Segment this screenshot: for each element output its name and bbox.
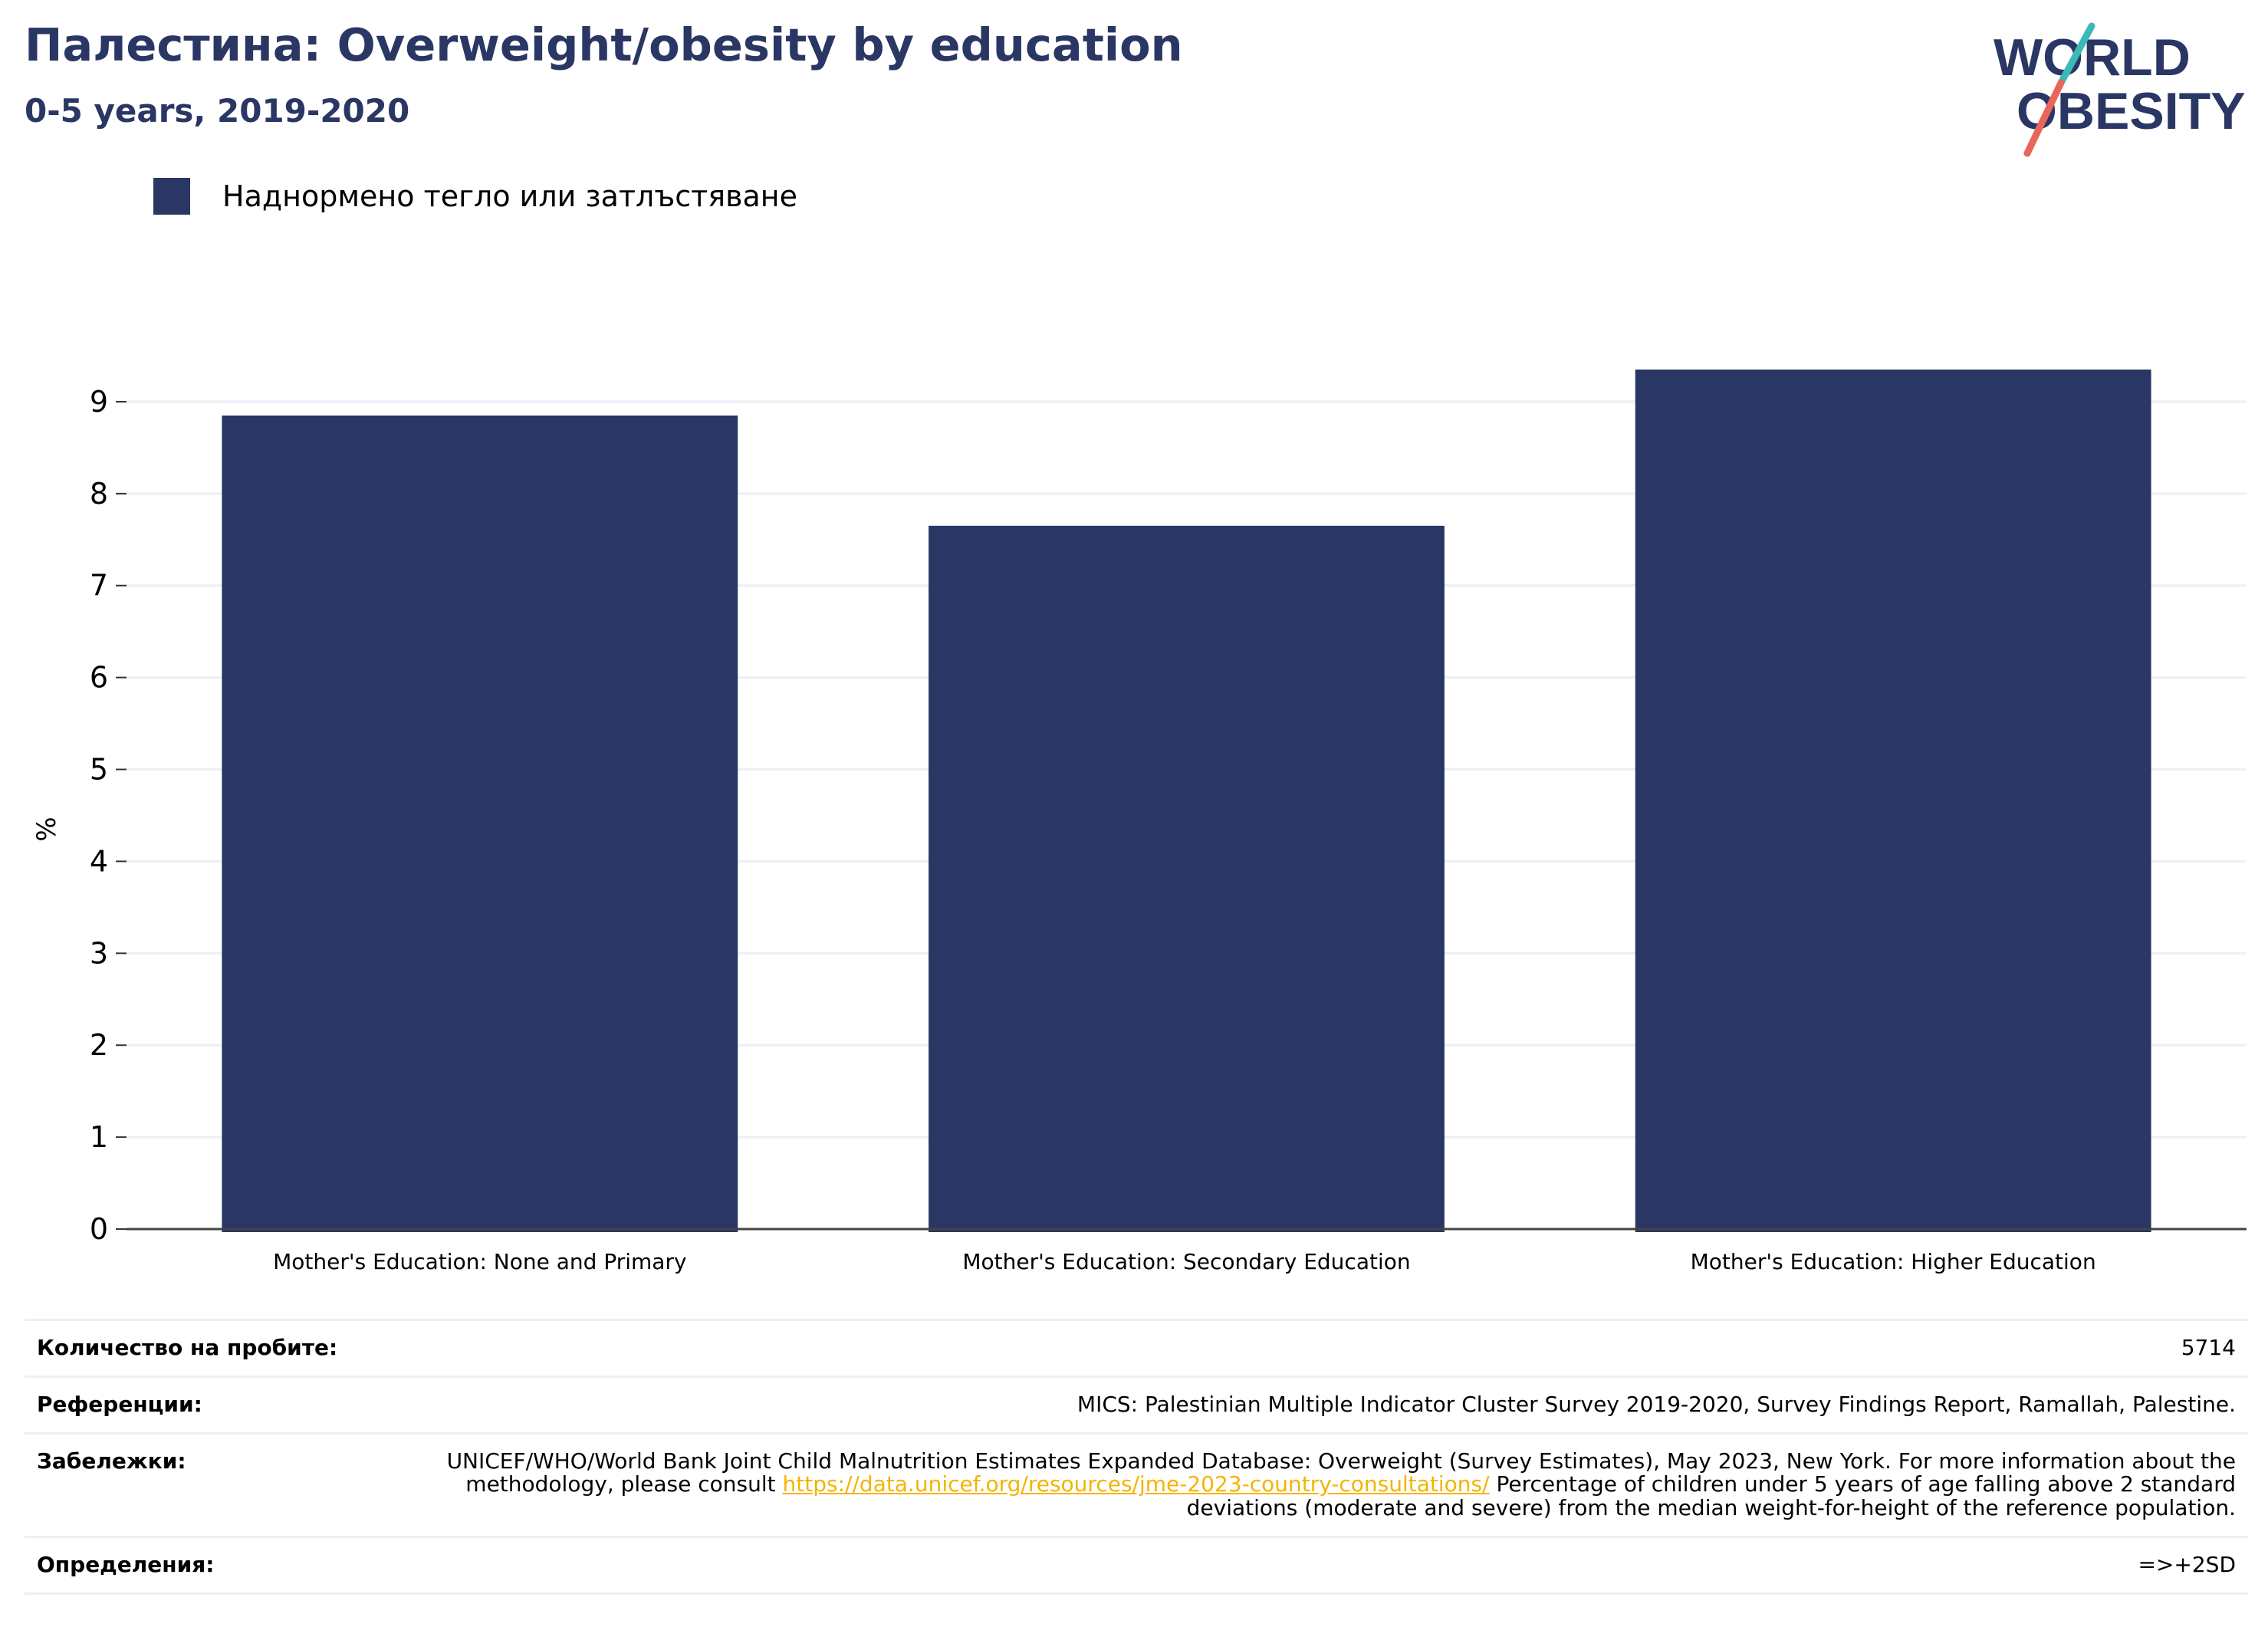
notes-label: Забележки: bbox=[25, 1431, 371, 1538]
y-tick-label: 2 bbox=[90, 1028, 108, 1062]
notes-text-1: UNICEF/WHO/World Bank Joint Child Malnut… bbox=[446, 1448, 2236, 1497]
chart-title: Палестина: Overweight/obesity by educati… bbox=[25, 18, 1183, 71]
world-obesity-logo: WORLD OBESITY bbox=[1994, 22, 2246, 157]
x-category-label: Mother's Education: Higher Education bbox=[1691, 1249, 2096, 1274]
sample-size-label: Количество на пробите: bbox=[25, 1319, 371, 1378]
legend-label: Наднормено тегло или затлъстяване bbox=[222, 179, 797, 213]
axes: 0 1 2 3 4 5 6 7 8 9 Mother's Education: None and P… bbox=[90, 385, 2247, 1274]
bar-1 bbox=[222, 415, 738, 1232]
bar-chart: 0 1 2 3 4 5 6 7 8 9 Mother's Education: None and P… bbox=[31, 369, 2247, 1274]
x-category-label: Mother's Education: Secondary Education bbox=[962, 1249, 1410, 1274]
bar-3 bbox=[1635, 369, 2151, 1233]
references-value: MICS: Palestinian Multiple Indicator Clu… bbox=[371, 1375, 2248, 1435]
y-tick-label: 9 bbox=[90, 385, 108, 419]
info-row-references: Референции: MICS: Palestinian Multiple I… bbox=[25, 1375, 2248, 1435]
x-category-label: Mother's Education: None and Primary bbox=[273, 1249, 686, 1274]
y-tick-label: 0 bbox=[90, 1212, 108, 1246]
y-tick-label: 1 bbox=[90, 1120, 108, 1154]
y-tick-label: 3 bbox=[90, 936, 108, 970]
definitions-value: =>+2SD bbox=[371, 1535, 2248, 1595]
y-tick-label: 4 bbox=[90, 844, 108, 878]
svg-text:WORLD: WORLD bbox=[1994, 28, 2191, 87]
info-row-sample: Количество на пробите: 5714 bbox=[25, 1319, 2248, 1378]
bars bbox=[222, 369, 2151, 1233]
y-tick-label: 5 bbox=[90, 753, 108, 787]
info-row-notes: Забележки: UNICEF/WHO/World Bank Joint C… bbox=[25, 1431, 2248, 1538]
info-row-definitions: Определения: =>+2SD bbox=[25, 1535, 2248, 1595]
notes-value: UNICEF/WHO/World Bank Joint Child Malnut… bbox=[371, 1431, 2248, 1538]
y-tick-label: 7 bbox=[90, 569, 108, 603]
chart-legend: Наднормено тегло или затлъстяване bbox=[153, 178, 797, 215]
notes-link[interactable]: https://data.unicef.org/resources/jme-20… bbox=[782, 1471, 1490, 1497]
legend-swatch bbox=[153, 178, 190, 215]
y-tick-label: 8 bbox=[90, 477, 108, 511]
references-label: Референции: bbox=[25, 1375, 371, 1435]
definitions-label: Определения: bbox=[25, 1535, 371, 1595]
y-tick-label: 6 bbox=[90, 661, 108, 695]
notes-text-2: Percentage of children under 5 years of … bbox=[1186, 1471, 2236, 1521]
y-axis-label: % bbox=[31, 817, 62, 841]
chart-subtitle: 0-5 years, 2019-2020 bbox=[25, 92, 410, 130]
bar-2 bbox=[929, 525, 1445, 1232]
info-table: Количество на пробите: 5714 Референции: … bbox=[25, 1319, 2248, 1595]
sample-size-value: 5714 bbox=[371, 1319, 2248, 1378]
